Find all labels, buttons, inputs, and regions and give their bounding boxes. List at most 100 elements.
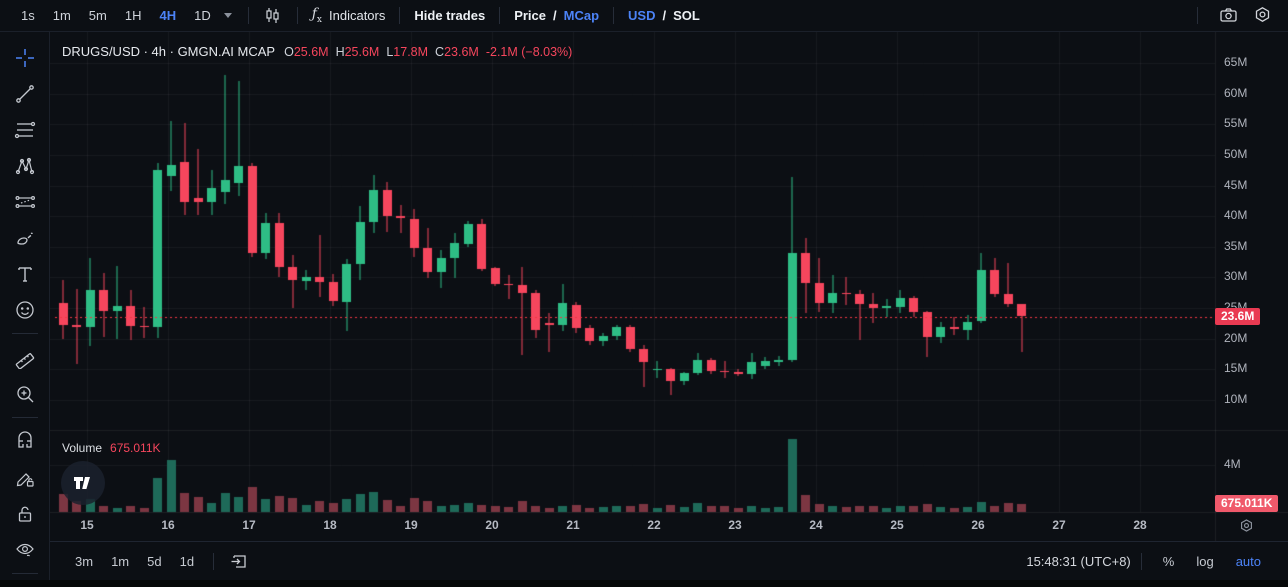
brush-icon bbox=[16, 232, 33, 245]
price-axis-label: 10M bbox=[1224, 391, 1248, 406]
sol-option[interactable]: SOL bbox=[673, 8, 700, 23]
open-value: 25.6M bbox=[293, 45, 329, 59]
time-axis-label: 16 bbox=[161, 518, 175, 532]
high-value: 25.6M bbox=[344, 45, 380, 59]
time-axis-label: 28 bbox=[1133, 518, 1147, 532]
price-axis-label: 50M bbox=[1224, 146, 1248, 161]
toolbar-divider bbox=[213, 552, 215, 570]
symbol-title[interactable]: DRUGS/USD · 4h · GMGN.AI MCAP bbox=[62, 44, 276, 59]
candlestick-style-button[interactable] bbox=[259, 4, 287, 28]
fib-retracement-icon bbox=[14, 121, 35, 139]
current-volume-badge: 675.011K bbox=[1215, 495, 1279, 512]
range-5d[interactable]: 5d bbox=[147, 553, 162, 569]
price-axis-label: 45M bbox=[1224, 177, 1248, 192]
timeframe-4h[interactable]: 4H bbox=[159, 8, 177, 23]
sidebar-divider bbox=[11, 573, 38, 574]
top-toolbar: 1s 1m 5m 1H 4H 1D ƒx Indicators Hide tra… bbox=[0, 0, 1288, 32]
timeframe-1s[interactable]: 1s bbox=[21, 8, 35, 23]
go-to-date-button[interactable] bbox=[224, 549, 252, 573]
price-chart-canvas[interactable] bbox=[50, 32, 1288, 541]
tradingview-watermark[interactable] bbox=[61, 461, 105, 505]
timeframe-1m[interactable]: 1m bbox=[52, 8, 71, 23]
chart-legend: DRUGS/USD · 4h · GMGN.AI MCAP O25.6M H25… bbox=[62, 44, 572, 59]
open-label: O bbox=[284, 45, 294, 59]
time-axis-label: 26 bbox=[971, 518, 985, 532]
forecast-icon bbox=[14, 195, 35, 209]
time-axis-label: 22 bbox=[647, 518, 661, 532]
chart-settings-button[interactable] bbox=[1248, 4, 1276, 28]
low-value: 17.8M bbox=[393, 45, 429, 59]
ohlc-readout: O25.6M H25.6M L17.8M C23.6M -2.1M (−8.03… bbox=[284, 45, 572, 59]
clock-display[interactable]: 15:48:31 (UTC+8) bbox=[1026, 553, 1131, 569]
mcap-option[interactable]: MCap bbox=[563, 8, 600, 23]
timeframe-1d[interactable]: 1D bbox=[194, 8, 211, 23]
timeframe-menu-caret-icon[interactable] bbox=[223, 13, 232, 18]
price-axis-label: 55M bbox=[1224, 116, 1248, 131]
close-label: C bbox=[435, 45, 445, 59]
tradingview-logo-icon bbox=[74, 477, 90, 489]
pencil-lock-icon bbox=[16, 473, 34, 487]
bottom-toolbar: 3m 1m 5d 1d 15:48:31 (UTC+8) % log auto bbox=[50, 541, 1288, 580]
close-value: 23.6M bbox=[444, 45, 479, 59]
timeframe-5m[interactable]: 5m bbox=[88, 8, 107, 23]
price-mcap-toggle[interactable]: Price / MCap bbox=[510, 8, 603, 23]
current-price-badge: 23.6M bbox=[1215, 308, 1261, 325]
price-axis-label: 15M bbox=[1224, 361, 1248, 376]
auto-scale-button[interactable]: auto bbox=[1235, 553, 1261, 569]
sidebar-divider bbox=[11, 333, 38, 334]
indicators-button[interactable]: ƒx Indicators bbox=[308, 6, 390, 25]
axis-gear-icon bbox=[1240, 519, 1253, 532]
price-option[interactable]: Price bbox=[514, 8, 546, 23]
magnet-icon bbox=[17, 431, 32, 448]
fib-retracement-tool[interactable] bbox=[8, 112, 42, 148]
range-1m[interactable]: 1m bbox=[111, 553, 130, 569]
price-axis-label: 65M bbox=[1224, 55, 1248, 69]
sidebar-divider bbox=[11, 417, 38, 418]
usd-sol-separator: / bbox=[662, 8, 667, 23]
usd-sol-toggle[interactable]: USD / SOL bbox=[624, 8, 704, 23]
percent-scale-button[interactable]: % bbox=[1162, 553, 1175, 569]
price-mcap-separator: / bbox=[553, 8, 557, 23]
toolbar-divider bbox=[399, 7, 401, 24]
fx-icon: ƒx bbox=[311, 6, 322, 25]
lock-all-drawings-tool[interactable] bbox=[8, 496, 42, 532]
indicators-label: Indicators bbox=[329, 7, 386, 23]
time-axis-label: 18 bbox=[323, 518, 337, 532]
forecast-tool[interactable] bbox=[8, 184, 42, 220]
low-label: L bbox=[386, 45, 394, 59]
eye-icon bbox=[15, 543, 34, 557]
hide-trades-button[interactable]: Hide trades bbox=[414, 8, 486, 23]
measure-tool[interactable] bbox=[8, 340, 42, 376]
text-tool[interactable] bbox=[8, 256, 42, 292]
drawing-mode-lock-tool[interactable] bbox=[8, 460, 42, 496]
time-axis-label: 27 bbox=[1052, 518, 1066, 532]
usd-option[interactable]: USD bbox=[628, 8, 656, 23]
trend-line-tool[interactable] bbox=[8, 76, 42, 112]
screenshot-button[interactable] bbox=[1214, 4, 1242, 28]
price-axis-label: 35M bbox=[1224, 238, 1248, 253]
time-axis-label: 23 bbox=[728, 518, 742, 532]
lock-icon bbox=[18, 506, 31, 522]
range-3m[interactable]: 3m bbox=[75, 553, 94, 569]
timeframe-1h[interactable]: 1H bbox=[124, 8, 142, 23]
axis-settings-button[interactable] bbox=[1238, 518, 1255, 535]
magnet-mode-tool[interactable] bbox=[8, 424, 42, 460]
brush-tool[interactable] bbox=[8, 220, 42, 256]
hide-drawings-tool[interactable] bbox=[8, 532, 42, 568]
xabcd-pattern-icon bbox=[15, 157, 34, 175]
xabcd-pattern-tool[interactable] bbox=[8, 148, 42, 184]
time-axis-label: 21 bbox=[566, 518, 580, 532]
volume-label[interactable]: Volume bbox=[62, 441, 103, 455]
emoji-tool[interactable] bbox=[8, 292, 42, 328]
go-to-date-icon bbox=[231, 554, 246, 568]
toolbar-divider bbox=[499, 7, 501, 24]
zoom-in-tool[interactable] bbox=[8, 376, 42, 412]
time-axis-label: 15 bbox=[80, 518, 94, 532]
magnifier-plus-icon bbox=[16, 386, 33, 403]
toolbar-divider bbox=[613, 7, 615, 24]
range-1d[interactable]: 1d bbox=[179, 553, 195, 569]
crosshair-tool[interactable] bbox=[8, 40, 42, 76]
toolbar-divider bbox=[1140, 552, 1142, 570]
log-scale-button[interactable]: log bbox=[1196, 553, 1214, 569]
volume-value: 675.011K bbox=[110, 441, 161, 455]
